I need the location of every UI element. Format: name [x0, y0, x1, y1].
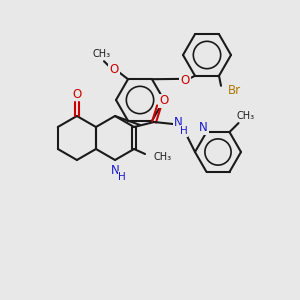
Text: CH₃: CH₃ — [93, 49, 111, 59]
Text: H: H — [118, 172, 126, 182]
Text: H: H — [180, 126, 188, 136]
Text: O: O — [110, 63, 118, 76]
Text: CH₃: CH₃ — [236, 111, 255, 121]
Text: N: N — [199, 121, 208, 134]
Text: O: O — [72, 88, 82, 100]
Text: N: N — [111, 164, 119, 178]
Text: N: N — [174, 116, 182, 128]
Text: CH₃: CH₃ — [153, 152, 171, 162]
Text: O: O — [180, 74, 190, 87]
Text: Br: Br — [228, 84, 241, 97]
Text: O: O — [159, 94, 169, 107]
